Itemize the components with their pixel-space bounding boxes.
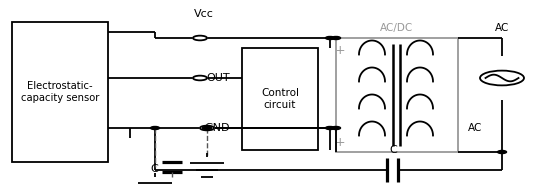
Circle shape bbox=[480, 71, 524, 85]
Circle shape bbox=[193, 36, 207, 40]
Circle shape bbox=[193, 76, 207, 80]
Text: +: + bbox=[335, 137, 345, 150]
FancyBboxPatch shape bbox=[336, 38, 458, 152]
FancyBboxPatch shape bbox=[242, 48, 318, 150]
Circle shape bbox=[203, 126, 212, 129]
FancyBboxPatch shape bbox=[12, 22, 108, 162]
Text: AC/DC: AC/DC bbox=[381, 23, 414, 33]
Text: Control
circuit: Control circuit bbox=[261, 88, 299, 110]
Text: AC: AC bbox=[495, 23, 509, 33]
Circle shape bbox=[200, 126, 214, 130]
Text: GND: GND bbox=[204, 123, 230, 133]
Circle shape bbox=[331, 36, 341, 39]
Circle shape bbox=[151, 126, 160, 129]
Circle shape bbox=[497, 150, 506, 153]
Text: +: + bbox=[335, 44, 345, 57]
Text: C: C bbox=[389, 145, 397, 155]
Text: C: C bbox=[150, 164, 158, 174]
Text: AC: AC bbox=[468, 123, 483, 133]
Circle shape bbox=[326, 36, 335, 39]
Text: OUT: OUT bbox=[207, 73, 230, 83]
Circle shape bbox=[331, 126, 341, 129]
Text: Electrostatic-
capacity sensor: Electrostatic- capacity sensor bbox=[21, 81, 99, 103]
Circle shape bbox=[326, 126, 335, 129]
Text: Vcc: Vcc bbox=[194, 9, 214, 19]
